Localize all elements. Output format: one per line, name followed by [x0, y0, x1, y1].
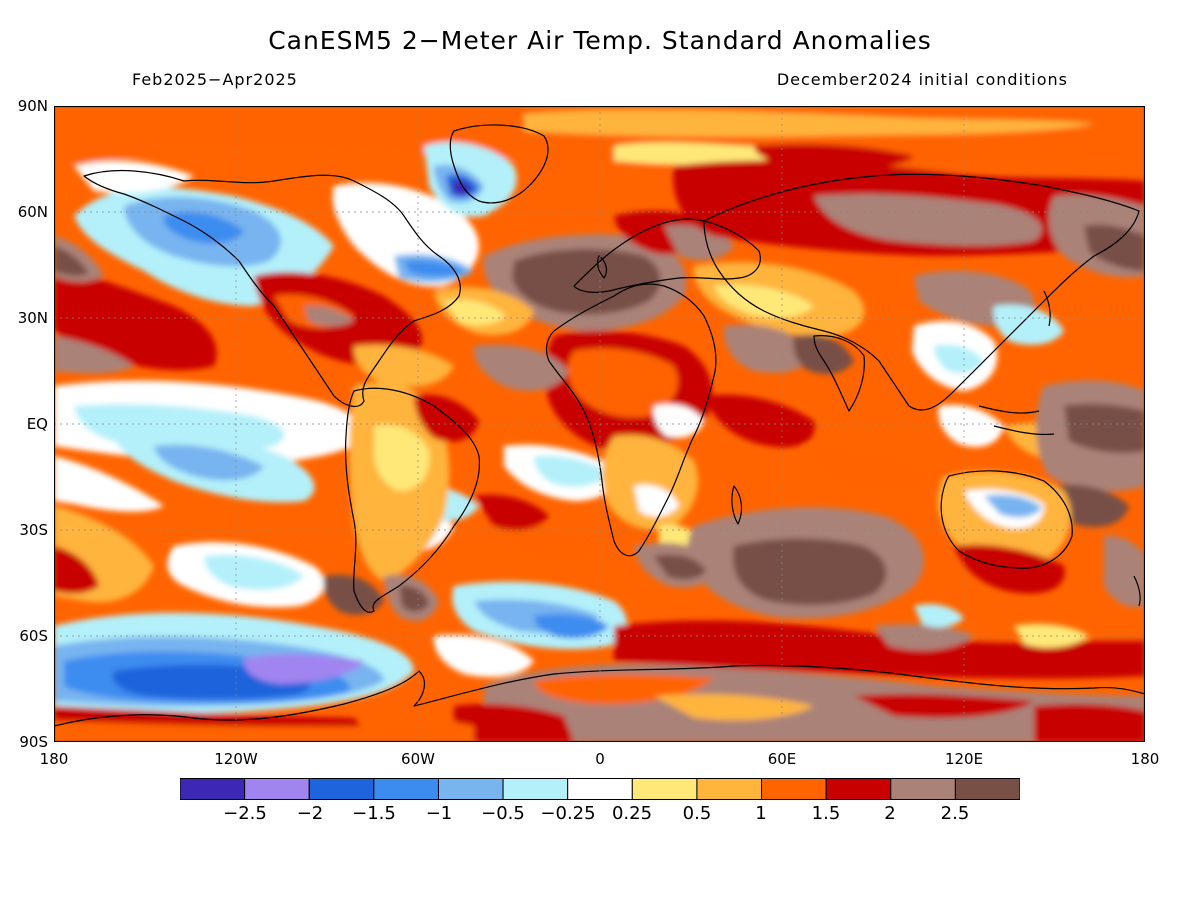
lon-label-0: 0 [595, 750, 605, 768]
colorbar-label: 1 [755, 803, 767, 824]
colorbar-label: 0.5 [682, 803, 712, 824]
lat-label-eq: EQ [26, 415, 48, 433]
lat-label-30s: 30S [19, 521, 48, 539]
lat-label-60n: 60N [17, 203, 48, 221]
lon-label-180w: 180 [39, 750, 69, 768]
colorbar [180, 778, 1020, 800]
anomaly-map-svg [54, 106, 1145, 742]
colorbar-label: −0.25 [540, 803, 596, 824]
map-frame [54, 106, 1145, 742]
lon-label-60e: 60E [767, 750, 797, 768]
lon-label-120e: 120E [944, 750, 984, 768]
colorbar-label: 0.25 [611, 803, 653, 824]
lon-label-60w: 60W [401, 750, 435, 768]
colorbar-label: −0.5 [481, 803, 525, 824]
map-title: CanESM5 2−Meter Air Temp. Standard Anoma… [268, 26, 932, 55]
colorbar-label: −1 [425, 803, 453, 824]
colorbar-swatch [567, 778, 633, 800]
colorbar-swatch [180, 778, 246, 800]
colorbar-swatch [631, 778, 698, 800]
lat-label-90s: 90S [19, 733, 48, 751]
colorbar-label: −2.5 [223, 803, 267, 824]
colorbar-swatch [954, 778, 1020, 800]
lat-label-60s: 60S [19, 627, 48, 645]
colorbar-swatch [502, 778, 569, 800]
forecast-period: Feb2025−Apr2025 [132, 70, 298, 89]
colorbar-swatch [825, 778, 892, 800]
colorbar-swatch [761, 778, 827, 800]
lon-label-120w: 120W [214, 750, 258, 768]
colorbar-label: −2 [296, 803, 324, 824]
colorbar-label: −1.5 [352, 803, 396, 824]
lat-label-90n: 90N [17, 97, 48, 115]
lon-label-180e: 180 [1130, 750, 1160, 768]
colorbar-swatch [437, 778, 504, 800]
anomaly-map [54, 106, 1145, 742]
colorbar-swatch [373, 778, 439, 800]
colorbar-swatch [696, 778, 763, 800]
colorbar-swatch [244, 778, 310, 800]
colorbar-label: 2.5 [940, 803, 970, 824]
colorbar-label: 1.5 [811, 803, 841, 824]
graticule [54, 106, 1145, 742]
initial-conditions: December2024 initial conditions [776, 70, 1068, 89]
lat-label-30n: 30N [17, 309, 48, 327]
colorbar-swatch [890, 778, 956, 800]
colorbar-swatch [308, 778, 375, 800]
colorbar-label: 2 [884, 803, 896, 824]
